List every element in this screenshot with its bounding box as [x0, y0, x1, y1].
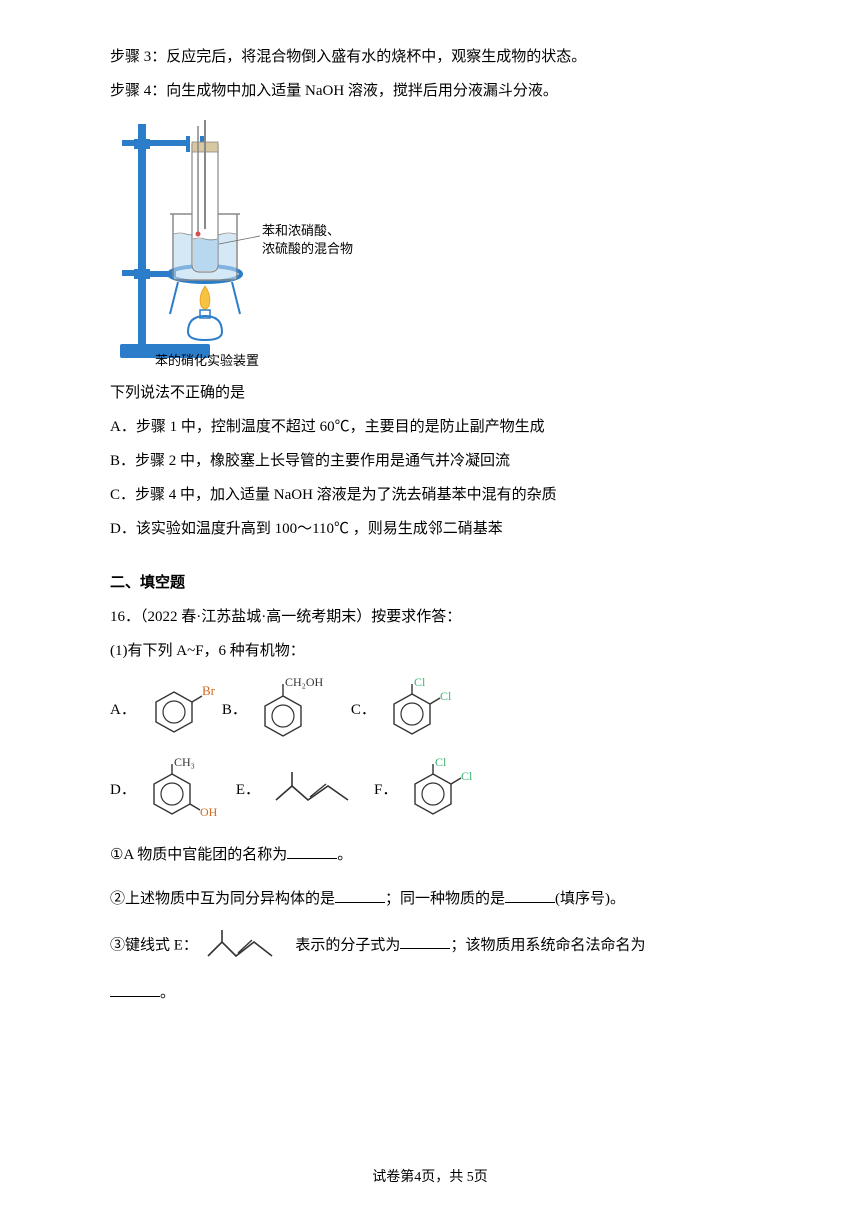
label-d: D．: [110, 775, 136, 805]
q16-part1: (1)有下列 A~F，6 种有机物：: [110, 636, 750, 666]
label-e: E．: [236, 775, 260, 805]
sub2-a: ②上述物质中互为同分异构体的是: [110, 891, 335, 907]
sub3-end: 。: [160, 985, 175, 1001]
molecule-a: Br: [144, 674, 216, 746]
q16-sub3-cont: 。: [110, 978, 750, 1008]
molecule-d: CH₃ OH: [144, 754, 230, 826]
molecule-row-2: D． CH₃ OH E． F． Cl Cl: [110, 754, 750, 826]
blank-4: [400, 933, 450, 950]
atom-ch3-d: CH₃: [174, 755, 195, 769]
option-c: C．步骤 4 中，加入适量 NaOH 溶液是为了洗去硝基苯中混有的杂质: [110, 480, 750, 510]
sub3-b: 表示的分子式为: [295, 937, 400, 953]
atom-oh-d: OH: [200, 805, 218, 819]
atom-cl-1: Cl: [414, 675, 426, 689]
atom-ch2oh: CH₂OH: [285, 675, 324, 689]
blank-3: [505, 887, 555, 904]
sub1-end: 。: [337, 847, 352, 863]
sub3-a: ③键线式 E：: [110, 937, 198, 953]
molecule-c: Cl Cl: [384, 674, 466, 746]
section-2-title: 二、填空题: [110, 568, 750, 598]
apparatus-mixture-label-line1: 苯和浓硝酸、: [262, 223, 340, 238]
option-a: A．步骤 1 中，控制温度不超过 60℃，主要目的是防止副产物生成: [110, 412, 750, 442]
molecule-e: [268, 766, 368, 814]
apparatus-caption: 苯的硝化实验装置: [155, 352, 259, 370]
blank-2: [335, 887, 385, 904]
atom-br: Br: [202, 683, 216, 698]
question-stem: 下列说法不正确的是: [110, 378, 750, 408]
q16-sub2: ②上述物质中互为同分异构体的是 ；同一种物质的是 (填序号)。: [110, 884, 750, 914]
molecule-f: Cl Cl: [405, 754, 487, 826]
option-d: D．该实验如温度升高到 100～110℃ ，则易生成邻二硝基苯: [110, 514, 750, 544]
option-b: B．步骤 2 中，橡胶塞上长导管的主要作用是通气并冷凝回流: [110, 446, 750, 476]
apparatus-mixture-label: 苯和浓硝酸、 浓硫酸的混合物: [262, 222, 353, 258]
blank-5: [110, 981, 160, 998]
apparatus-mixture-label-line2: 浓硫酸的混合物: [262, 241, 353, 256]
atom-cl-f2: Cl: [461, 769, 473, 783]
label-b: B．: [222, 695, 247, 725]
molecule-e-inline: [202, 928, 292, 964]
apparatus-figure: 苯和浓硝酸、 浓硫酸的混合物 苯的硝化实验装置: [110, 114, 410, 374]
label-f: F．: [374, 775, 397, 805]
label-a: A．: [110, 695, 136, 725]
step-4-text: 步骤 4：向生成物中加入适量 NaOH 溶液，搅拌后用分液漏斗分液。: [110, 76, 750, 106]
label-c: C．: [351, 695, 376, 725]
sub3-c: ；该物质用系统命名法命名为: [450, 937, 645, 953]
atom-cl-f1: Cl: [435, 755, 447, 769]
q16-sub1: ①A 物质中官能团的名称为 。: [110, 840, 750, 870]
molecule-row-1: A． Br B． CH₂OH C． Cl Cl: [110, 674, 750, 746]
sub2-b: ；同一种物质的是: [385, 891, 505, 907]
sub1-text: ①A 物质中官能团的名称为: [110, 847, 287, 863]
blank-1: [287, 843, 337, 860]
step-3-text: 步骤 3：反应完后，将混合物倒入盛有水的烧杯中，观察生成物的状态。: [110, 42, 750, 72]
q16-stem: 16．（2022 春·江苏盐城·高一统考期末）按要求作答：: [110, 602, 750, 632]
sub2-c: (填序号)。: [555, 891, 625, 907]
molecule-b: CH₂OH: [255, 674, 345, 746]
page-footer: 试卷第4页，共 5页: [0, 1164, 860, 1192]
q16-sub3: ③键线式 E： 表示的分子式为 ；该物质用系统命名法命名为: [110, 928, 750, 964]
atom-cl-2: Cl: [440, 689, 452, 703]
